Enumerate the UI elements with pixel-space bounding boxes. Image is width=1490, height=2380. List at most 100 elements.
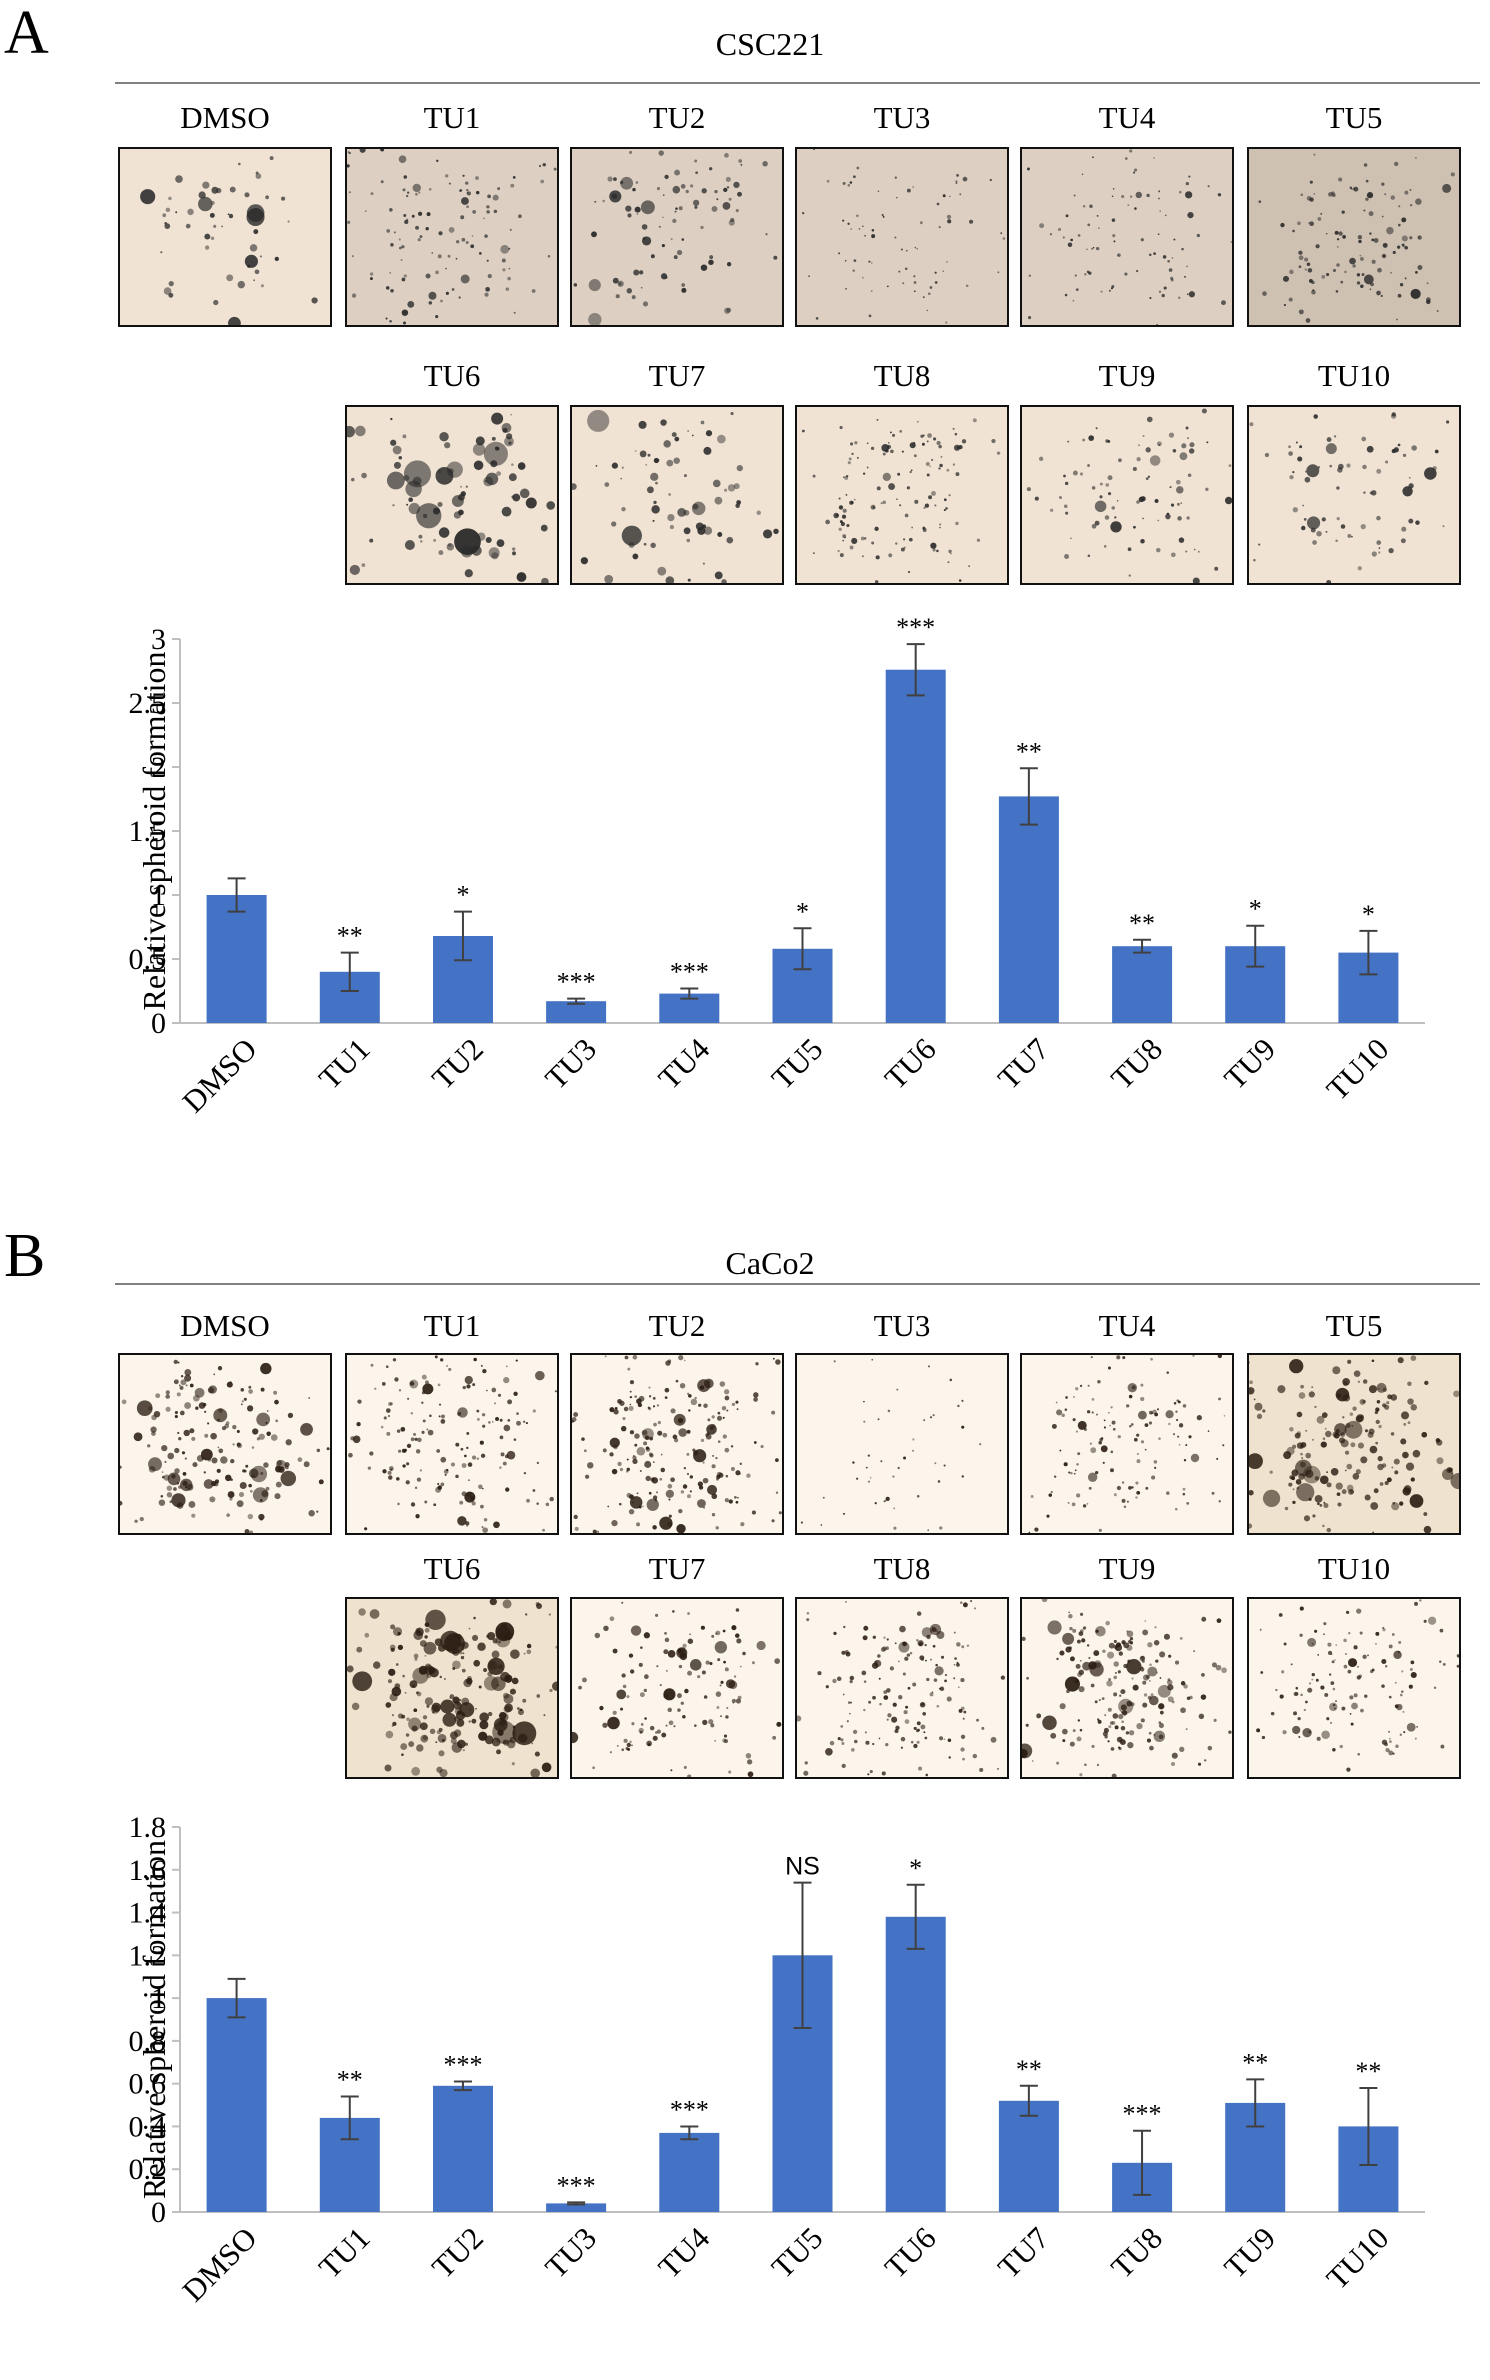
error-bar	[227, 877, 246, 913]
error-bar	[680, 2125, 699, 2141]
error-bar	[680, 987, 699, 1000]
micrograph-spheroids	[572, 1601, 782, 1777]
error-bar	[567, 997, 586, 1005]
micrograph-spheroids	[573, 150, 778, 325]
micrograph-image	[1020, 405, 1234, 585]
significance-label: **	[1355, 2057, 1381, 2086]
y-tick-label: 1.2	[129, 1939, 167, 1972]
thumbnail-label: TU6	[423, 358, 481, 393]
thumbnail-label: TU3	[873, 1308, 931, 1343]
error-bar	[1359, 2086, 1378, 2166]
x-tick-label: TU9	[1217, 2220, 1282, 2285]
thumbnail-label: TU1	[423, 100, 481, 135]
title-rule	[115, 1283, 1480, 1285]
x-tick-label: TU10	[1319, 1031, 1395, 1107]
micrograph-spheroids	[120, 1359, 330, 1533]
significance-label: **	[1016, 2055, 1042, 2084]
error-bar	[567, 2201, 586, 2206]
bar	[546, 2203, 607, 2212]
bar	[998, 2100, 1059, 2212]
error-bar	[1359, 929, 1378, 976]
significance-label: **	[1129, 909, 1155, 938]
y-tick-label: 0.4	[129, 2110, 167, 2143]
y-tick-label: 1	[151, 879, 166, 912]
micrograph-spheroids	[1249, 412, 1450, 583]
significance-label: ***	[557, 2171, 596, 2200]
micrograph-image	[570, 1353, 784, 1535]
significance-label: **	[1242, 2048, 1268, 2077]
micrograph-image	[118, 1353, 332, 1535]
bar	[546, 1001, 607, 1023]
error-bar	[1019, 2084, 1038, 2117]
error-bar	[1019, 767, 1038, 826]
x-tick-label: TU6	[878, 2220, 943, 2285]
y-tick-label: 0.6	[129, 2068, 167, 2101]
thumbnail-label: TU5	[1325, 100, 1383, 135]
micrograph-image	[1247, 1353, 1461, 1535]
x-tick-label: TU2	[425, 2220, 490, 2285]
micrograph-spheroids	[1258, 153, 1455, 323]
micrograph-spheroids	[1249, 1355, 1459, 1533]
micrograph-image	[1020, 1597, 1234, 1779]
cell-line-title: CSC221	[715, 26, 825, 62]
thumbnail-label: TU7	[648, 358, 706, 393]
y-tick-label: 0.8	[129, 2025, 167, 2058]
significance-label: *	[909, 1854, 922, 1883]
significance-label: ***	[670, 957, 709, 986]
x-tick-label: TU7	[991, 1031, 1056, 1096]
x-tick-label: TU1	[312, 1031, 377, 1096]
bar	[1112, 946, 1173, 1023]
significance-label: ***	[443, 2051, 482, 2080]
thumbnail-label: TU3	[873, 100, 931, 135]
thumbnail-label: TU10	[1317, 358, 1391, 393]
panel-a: A CSC221 DMSO TU1 TU2 TU3 TU4 TU5 TU6 TU7 TU8 TU9…	[4, 0, 1480, 1119]
error-bar	[906, 1883, 925, 1950]
significance-label: *	[1249, 895, 1262, 924]
micrograph-image	[345, 1353, 559, 1535]
thumbnail-label: TU9	[1098, 1551, 1156, 1586]
bar	[206, 1998, 267, 2212]
micrograph-spheroids	[797, 1599, 1006, 1777]
significance-label: *	[456, 881, 469, 910]
x-tick-label: TU10	[1319, 2220, 1395, 2296]
thumbnail-label: TU9	[1098, 358, 1156, 393]
x-tick-label: TU8	[1104, 1031, 1169, 1096]
y-tick-label: 1.6	[129, 1854, 167, 1887]
micrograph-image	[345, 405, 559, 585]
bar	[885, 669, 946, 1023]
y-axis-title: Relative spheroid formation	[136, 651, 172, 1010]
micrograph-image	[795, 405, 1009, 585]
micrograph-spheroids	[572, 1355, 782, 1533]
micrograph-image	[570, 405, 784, 585]
panel-letter: A	[4, 0, 49, 67]
y-tick-label: 1.4	[129, 1897, 167, 1930]
x-tick-label: TU1	[312, 2220, 377, 2285]
x-tick-label: DMSO	[175, 1031, 263, 1119]
significance-label: ***	[670, 2095, 709, 2124]
micrograph-image	[1247, 1597, 1461, 1779]
x-tick-label: TU4	[651, 2220, 716, 2285]
thumbnail-label: TU4	[1098, 1308, 1156, 1343]
thumbnail-label: TU2	[648, 1308, 706, 1343]
thumbnail-label: TU5	[1325, 1308, 1383, 1343]
significance-label: **	[1016, 737, 1042, 766]
significance-label: *	[796, 897, 809, 926]
micrograph-spheroids	[347, 1599, 557, 1777]
error-bar	[793, 1881, 812, 2030]
error-bar	[340, 2095, 359, 2141]
bar	[659, 2132, 720, 2212]
micrograph-image	[345, 147, 559, 327]
x-tick-label: TU2	[425, 1031, 490, 1096]
micrograph-image	[795, 1597, 1009, 1779]
y-tick-label: 0.5	[129, 943, 167, 976]
micrograph-spheroids	[800, 1358, 982, 1531]
micrograph-image	[1247, 405, 1461, 585]
micrograph-spheroids	[140, 156, 318, 325]
micrograph-spheroids	[802, 418, 1001, 583]
x-tick-label: TU9	[1217, 1031, 1282, 1096]
y-tick-label: 1.5	[129, 815, 167, 848]
error-bar	[1133, 2129, 1152, 2196]
x-tick-label: TU5	[765, 1031, 830, 1096]
micrograph-image	[570, 1597, 784, 1779]
error-bar	[906, 643, 925, 697]
